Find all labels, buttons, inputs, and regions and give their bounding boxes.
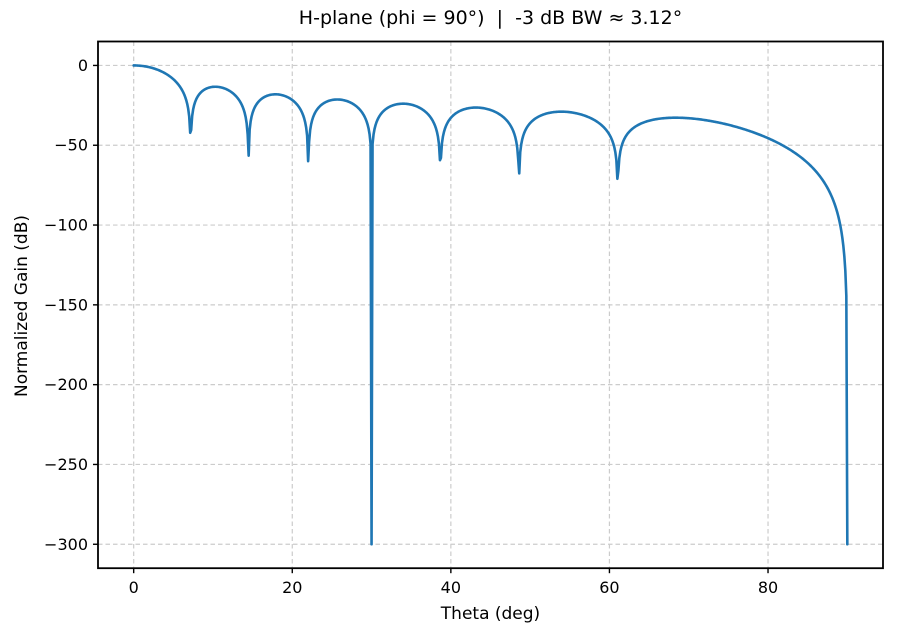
y-tick-label: −250 <box>44 455 88 474</box>
y-tick-label: −50 <box>54 136 88 155</box>
y-tick-label: −200 <box>44 375 88 394</box>
y-tick-label: 0 <box>78 56 88 75</box>
y-tick-label: −300 <box>44 535 88 554</box>
x-tick-label: 60 <box>599 578 619 597</box>
x-tick-label: 80 <box>758 578 778 597</box>
plot-title: H-plane (phi = 90°) | -3 dB BW ≈ 3.12° <box>298 7 683 29</box>
y-tick-label: −100 <box>44 216 88 235</box>
tick-layer <box>93 64 769 574</box>
tick-label-layer: 0 20 40 60 80 0 −50 −100 −150 −200 −250 −300 <box>44 56 778 597</box>
x-axis-label: Theta (deg) <box>440 604 541 624</box>
y-axis-label: Normalized Gain (dB) <box>12 214 32 398</box>
series-layer <box>132 64 849 546</box>
grid-layer <box>98 41 883 569</box>
x-tick-label: 0 <box>129 578 139 597</box>
y-tick-label: −150 <box>44 295 88 314</box>
gain-curve <box>132 64 849 546</box>
x-tick-label: 20 <box>282 578 302 597</box>
x-tick-label: 40 <box>441 578 461 597</box>
